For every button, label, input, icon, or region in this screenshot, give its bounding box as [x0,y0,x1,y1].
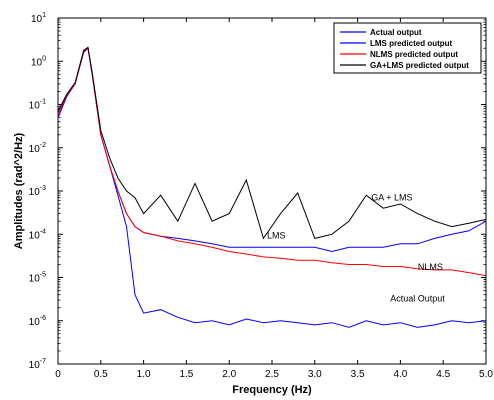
x-tick-label: 2.5 [265,369,279,380]
series-layer [57,46,487,328]
y-tick-label: 10-7 [29,358,46,371]
x-tick-label: 4.5 [436,369,450,380]
legend-label: LMS predicted output [370,39,453,48]
x-tick-label: 4.0 [393,369,407,380]
y-tick-label: 10-3 [29,185,46,198]
legend: Actual output LMS predicted output NLMS pr… [333,22,482,74]
annotation-label: LMS [267,230,286,240]
y-tick-label: 10-5 [29,272,46,285]
x-tick-label: 3.5 [351,369,365,380]
legend-label: Actual output [370,28,422,37]
y-tick-label: 10-6 [29,315,46,328]
y-tick-label: 10-4 [29,228,46,241]
series-line-3 [57,47,487,277]
x-tick-label: 3.0 [308,369,322,380]
y-tick-label: 101 [31,12,46,25]
series-line-2 [57,47,487,253]
annotation-label: Actual Output [390,293,445,303]
y-tick-label: 100 [31,55,46,68]
x-axis-label: Frequency (Hz) [232,384,312,396]
x-tick-label: 1.0 [137,369,151,380]
x-tick-label: 2.0 [222,369,236,380]
series-line-4 [57,46,487,240]
annotation-label: NLMS [418,262,443,272]
legend-label: NLMS predicted output [370,50,458,59]
series-line-1 [57,47,487,328]
annotation-label: GA + LMS [371,193,412,203]
y-tick-label: 10-2 [29,142,46,155]
annotations: GA + LMS LMS NLMS Actual Output [267,193,445,304]
y-axis-label: Amplitudes (rad^2/Hz) [13,132,25,249]
x-tick-label: 0.5 [94,369,108,380]
x-tick-label: 0 [55,369,61,380]
legend-items: Actual output LMS predicted output NLMS pr… [340,28,469,70]
legend-box [333,22,482,74]
y-tick-label: 10-1 [29,99,46,112]
x-tick-label: 1.5 [179,369,193,380]
legend-label: GA+LMS predicted output [370,61,469,70]
x-tick-label: 5.0 [479,369,493,380]
x-ticks: 0 0.5 1.0 1.5 2.0 2.5 3.0 3.5 4.0 4.5 5.0 [55,18,493,380]
